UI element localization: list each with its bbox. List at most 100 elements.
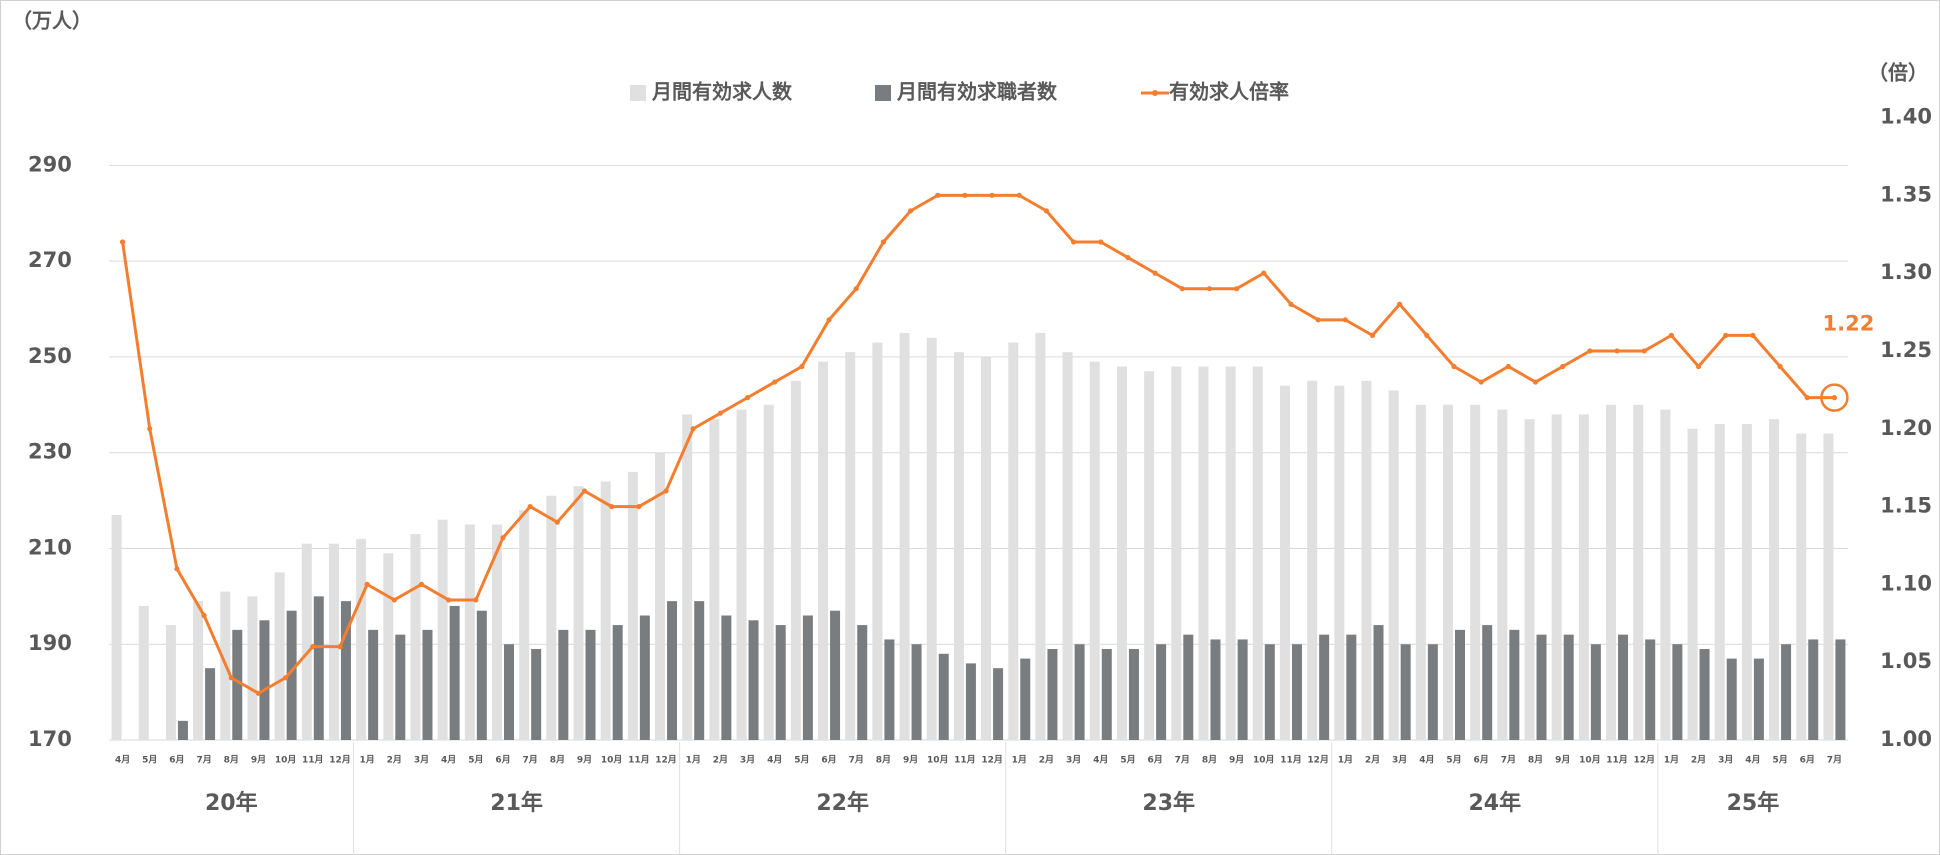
legend-swatch (875, 85, 891, 101)
bar (1645, 639, 1656, 740)
legend-label: 有効求人倍率 (1169, 80, 1289, 104)
line-point (1804, 395, 1810, 401)
bar (1074, 644, 1085, 740)
line-point (1315, 317, 1321, 323)
bar (1482, 625, 1493, 740)
bar (1279, 385, 1290, 740)
bar (1470, 404, 1481, 740)
line-point (1288, 301, 1294, 307)
x-tick-label: 6月 (1147, 755, 1162, 766)
bar (627, 471, 638, 740)
line-point (581, 488, 588, 494)
bar (1252, 366, 1263, 740)
bar (205, 668, 216, 740)
line-point (609, 503, 615, 510)
line-point (1532, 379, 1539, 385)
y2-tick-label: 1.35 (1880, 182, 1932, 206)
x-tick-label: 5月 (142, 755, 157, 766)
x-tick-label: 1月 (1664, 755, 1679, 766)
x-tick-label: 4月 (1745, 755, 1760, 766)
highlight-ring (1820, 383, 1849, 412)
line-point (1777, 363, 1783, 370)
line-point (690, 426, 696, 432)
line-point (446, 597, 452, 603)
bar (531, 649, 542, 740)
bar (1388, 390, 1399, 740)
y2-tick-label: 1.40 (1880, 105, 1932, 129)
x-tick-label: 2月 (1039, 755, 1054, 766)
line-point (1206, 286, 1213, 292)
line-point (147, 426, 153, 432)
bar (1633, 404, 1644, 740)
line-point (772, 379, 778, 385)
bar (721, 615, 732, 740)
x-tick-label: 12月 (329, 755, 351, 766)
y2-tick-label: 1.05 (1880, 649, 1932, 673)
bar (899, 332, 910, 740)
x-tick-label: 8月 (224, 755, 239, 766)
line-point (853, 286, 859, 292)
bar (639, 615, 650, 740)
x-tick-label: 3月 (1718, 755, 1733, 766)
bar (422, 629, 433, 740)
bar (1210, 639, 1221, 740)
bar (790, 380, 801, 740)
bar (573, 486, 584, 740)
bar (872, 342, 883, 740)
bar (1047, 649, 1058, 740)
bar (177, 720, 188, 740)
bar (1443, 404, 1454, 740)
line-point (1641, 348, 1647, 354)
line-point (1695, 363, 1702, 370)
bar (1319, 634, 1330, 740)
x-tick-label: 6月 (1800, 755, 1815, 766)
bar (410, 534, 421, 740)
x-tick-label: 4月 (115, 755, 130, 766)
bar (449, 605, 460, 740)
line-point (527, 503, 533, 510)
line-point (554, 519, 560, 525)
bar (845, 352, 856, 740)
x-tick-label: 4月 (1093, 755, 1108, 766)
bar (1753, 658, 1764, 740)
bar (313, 596, 324, 740)
bar (1264, 644, 1275, 740)
y2-tick-label: 1.10 (1880, 571, 1932, 595)
bar (1116, 366, 1127, 740)
bar (802, 615, 813, 740)
bar (818, 361, 829, 740)
line-point (1397, 301, 1403, 307)
x-group-label: 23年 (1142, 790, 1195, 816)
bar (585, 629, 596, 740)
x-tick-label: 12月 (1307, 755, 1329, 766)
bar (1699, 649, 1710, 740)
bar (1606, 404, 1617, 740)
x-tick-label: 9月 (903, 755, 918, 766)
bar (368, 629, 379, 740)
x-tick-label: 5月 (1120, 755, 1135, 766)
x-group-label: 24年 (1468, 790, 1521, 816)
x-tick-label: 5月 (794, 755, 809, 766)
line-point (1234, 286, 1240, 292)
x-tick-label: 4月 (1419, 755, 1434, 766)
bar (1183, 634, 1194, 740)
x-tick-label: 5月 (1446, 755, 1461, 766)
x-tick-label: 11月 (1280, 755, 1302, 766)
line-point (1342, 317, 1348, 323)
bar (328, 543, 339, 740)
line-point (283, 675, 289, 681)
bar (1237, 639, 1248, 740)
x-tick-label: 12月 (981, 755, 1003, 766)
y-axis-label: （万人） (12, 9, 92, 33)
bar (301, 543, 312, 740)
x-tick-label: 6月 (821, 755, 836, 766)
x-tick-label: 8月 (550, 755, 565, 766)
line-point (337, 644, 343, 650)
bar (383, 553, 394, 740)
bar (1741, 423, 1752, 740)
line-point (1614, 348, 1620, 354)
y-tick-label: 270 (28, 248, 72, 272)
bar (558, 629, 569, 740)
bar (1455, 629, 1466, 740)
